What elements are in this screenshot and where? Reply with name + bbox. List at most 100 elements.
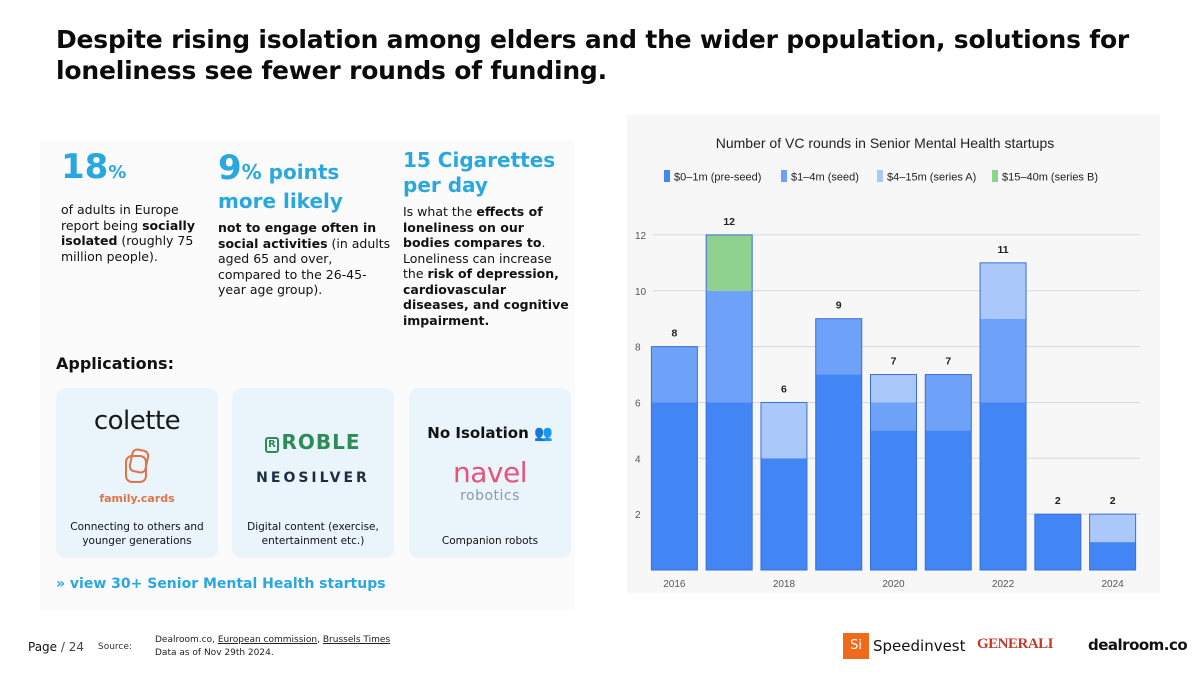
bar-segment bbox=[706, 234, 753, 291]
stat-text: Is what the bbox=[403, 204, 477, 219]
bar-outline bbox=[760, 401, 808, 571]
x-tick-label: 2020 bbox=[882, 579, 905, 590]
card-caption: Companion robots bbox=[441, 535, 539, 547]
legend-label: $0–1m (pre-seed) bbox=[674, 172, 761, 184]
chart-title: Number of VC rounds in Senior Mental Hea… bbox=[716, 135, 1055, 151]
page-indicator: Page / 24 bbox=[28, 640, 85, 654]
bar-segment bbox=[870, 402, 917, 431]
bar-segment bbox=[980, 262, 1027, 319]
bar-total-label: 2 bbox=[1110, 495, 1116, 507]
bar-segment bbox=[815, 318, 862, 375]
stat-text: (roughly 75 million people). bbox=[61, 233, 194, 264]
bar-total-label: 6 bbox=[781, 383, 787, 395]
stat-text-bold: effects of loneliness on our bodies comp… bbox=[403, 204, 543, 250]
source-european-commission-link[interactable]: European commission bbox=[217, 635, 318, 645]
view-startups-link[interactable]: » view 30+ Senior Mental Health startups bbox=[56, 576, 386, 592]
legend-swatch bbox=[664, 170, 670, 182]
bar-outline bbox=[1089, 513, 1137, 571]
stat-isolation-share: 18% of adults in Europe report being soc… bbox=[61, 148, 201, 264]
bar-segment bbox=[925, 374, 972, 431]
bar-segment bbox=[980, 402, 1027, 570]
bar-segment bbox=[925, 430, 972, 570]
bar-total-label: 9 bbox=[836, 300, 842, 312]
bar-total-label: 8 bbox=[671, 328, 677, 340]
legend-swatch bbox=[877, 170, 883, 182]
generali-logo: GENERALI bbox=[977, 636, 1054, 652]
stat-unit-line2: more likely bbox=[218, 189, 343, 213]
legend-label: $4–15m (series A) bbox=[887, 172, 976, 184]
bar-segment bbox=[1089, 542, 1136, 570]
bar-segment bbox=[870, 374, 917, 403]
stat-text-bold: socially isolated bbox=[61, 217, 195, 249]
app-card-companion-robots[interactable]: No Isolation 👥 navel robotics Companion … bbox=[409, 388, 571, 558]
source-list: Dealroom.co, European commission, Brusse… bbox=[155, 635, 391, 658]
bar-outline bbox=[1034, 513, 1082, 571]
bar-segment bbox=[651, 346, 698, 403]
bar-segment bbox=[1089, 514, 1136, 543]
app-card-digital-content[interactable]: R ROBLE NEOSILVER Digital content (exerci… bbox=[232, 388, 394, 558]
bar-segment bbox=[706, 290, 753, 403]
bar-outline bbox=[924, 374, 972, 571]
bar-segment bbox=[760, 458, 807, 570]
legend-label: $1–4m (seed) bbox=[791, 172, 859, 184]
applications-heading: Applications: bbox=[56, 354, 174, 373]
bar-segment bbox=[760, 402, 807, 459]
stat-cigarettes: 15 Cigarettes per day Is what the effect… bbox=[403, 148, 573, 328]
navel-robotics-logo: robotics bbox=[460, 488, 520, 504]
y-tick-label: 12 bbox=[635, 231, 647, 242]
stat-text-bold: not to engage often in social activities bbox=[218, 220, 377, 251]
source-brussels-times-link[interactable]: Brussels Times bbox=[322, 635, 391, 645]
navel-logo: navel bbox=[453, 456, 527, 489]
stat-text: (in adults aged 65 and over, compared to… bbox=[218, 235, 391, 298]
bar-total-label: 12 bbox=[723, 216, 735, 228]
bar-segment bbox=[980, 318, 1027, 403]
y-tick-label: 2 bbox=[635, 510, 641, 521]
stat-value: 9 bbox=[218, 148, 242, 188]
bar-outline bbox=[815, 318, 863, 571]
bar-outline bbox=[979, 262, 1027, 571]
source-dealroom: Dealroom.co bbox=[155, 635, 213, 645]
y-tick-label: 10 bbox=[635, 287, 647, 298]
stat-value: 18 bbox=[61, 147, 109, 187]
legend-label: $15–40m (series B) bbox=[1002, 172, 1098, 184]
bar-total-label: 11 bbox=[998, 244, 1009, 256]
y-tick-label: 6 bbox=[635, 398, 641, 409]
bar-segment bbox=[651, 402, 698, 570]
bar-total-label: 7 bbox=[891, 356, 897, 368]
stat-unit: % points bbox=[241, 160, 340, 184]
stat-text-bold: risk of depression, cardiovascular disea… bbox=[403, 266, 569, 328]
x-tick-label: 2016 bbox=[663, 579, 686, 590]
chart-panel: Number of VC rounds in Senior Mental Hea… bbox=[627, 115, 1160, 593]
colette-logo: colette bbox=[93, 406, 181, 436]
roble-logo: R ROBLE bbox=[232, 430, 394, 454]
page-title: Despite rising isolation among elders an… bbox=[56, 25, 1130, 85]
card-caption: Digital content (exercise, entertainment… bbox=[247, 521, 379, 547]
bar-outline bbox=[870, 374, 917, 571]
neosilver-logo: NEOSILVER bbox=[256, 470, 370, 486]
bar-segment bbox=[870, 430, 917, 570]
stat-text: . Loneliness can increase the bbox=[403, 235, 552, 281]
stat-text: of adults in Europe report being bbox=[61, 202, 179, 233]
y-tick-label: 8 bbox=[635, 343, 641, 354]
app-card-connecting[interactable]: colette family.cards Connecting to other… bbox=[56, 388, 218, 558]
people-icon: 👥 bbox=[534, 424, 553, 442]
bar-total-label: 7 bbox=[945, 356, 951, 368]
speedinvest-logo: Speedinvest bbox=[873, 637, 966, 655]
stat-unit: % bbox=[108, 162, 127, 183]
bar-segment bbox=[706, 402, 753, 570]
family-cards-icon bbox=[125, 448, 150, 483]
card-caption: Connecting to others and younger generat… bbox=[70, 521, 204, 547]
stat-social-activity: 9% points more likely not to engage ofte… bbox=[218, 148, 393, 298]
bar-segment bbox=[815, 374, 862, 570]
stat-value: 15 Cigarettes per day bbox=[403, 148, 556, 197]
speedinvest-mark-logo: Si bbox=[843, 633, 869, 659]
bar-outline bbox=[705, 234, 753, 571]
legend-swatch bbox=[992, 170, 998, 182]
dealroom-logo: dealroom.co bbox=[1088, 636, 1188, 654]
x-tick-label: 2022 bbox=[992, 579, 1015, 590]
no-isolation-logo: No Isolation 👥 bbox=[427, 424, 553, 442]
x-tick-label: 2018 bbox=[773, 579, 796, 590]
data-as-of: Data as of Nov 29th 2024. bbox=[155, 648, 274, 658]
vc-rounds-chart: Number of VC rounds in Senior Mental Hea… bbox=[635, 135, 1140, 590]
source-label: Source: bbox=[98, 642, 132, 652]
